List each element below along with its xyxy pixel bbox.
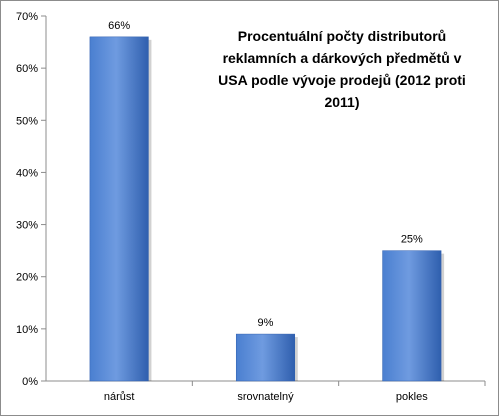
y-tick-label: 40% (16, 167, 38, 179)
data-label: 25% (401, 234, 423, 246)
x-tick-label: srovnatelný (237, 391, 294, 403)
bar (235, 333, 296, 382)
y-tick-label: 60% (16, 63, 38, 75)
data-label: 66% (108, 20, 130, 32)
y-tick-label: 30% (16, 220, 38, 232)
y-tick-label: 50% (16, 115, 38, 127)
bar (89, 36, 149, 382)
data-label: 9% (258, 317, 274, 329)
y-tick-label: 10% (16, 324, 38, 336)
y-tick-label: 20% (16, 272, 38, 284)
y-tick-label: 0% (22, 376, 38, 388)
bar (382, 250, 442, 382)
y-tick-label: 70% (16, 11, 38, 23)
x-tick-label: pokles (396, 391, 428, 403)
chart-title: Procentuální počty distributorů reklamní… (218, 28, 466, 110)
x-tick-label: nárůst (104, 391, 135, 403)
